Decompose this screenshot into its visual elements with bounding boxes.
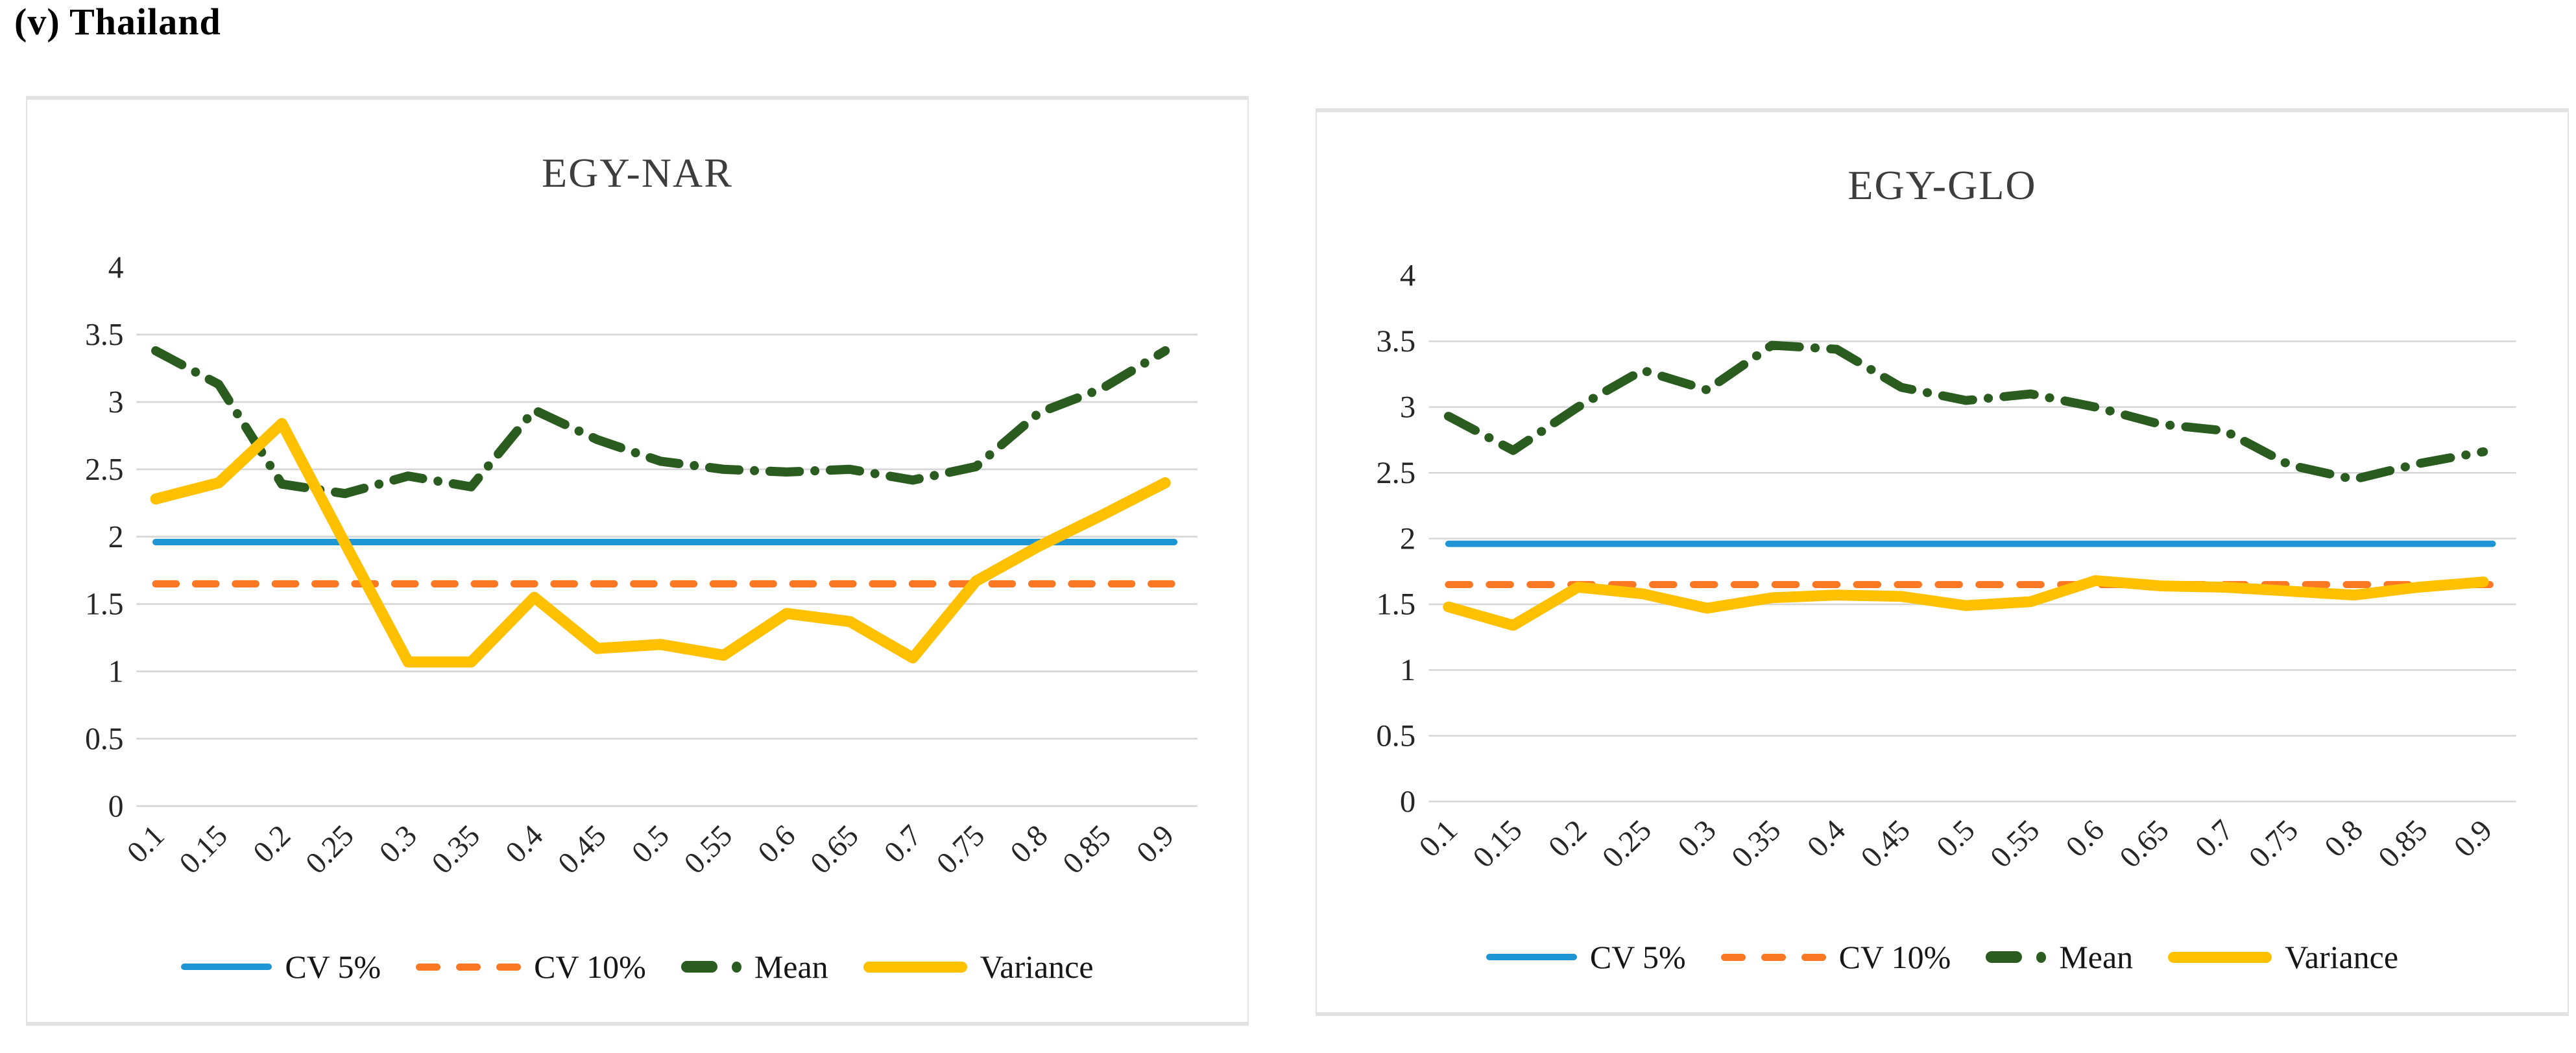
x-tick-label: 0.9	[1130, 818, 1181, 870]
x-tick-label: 0.15	[1466, 814, 1528, 874]
x-tick-label: 0.65	[2113, 814, 2175, 874]
y-tick-label: 3.5	[85, 318, 123, 352]
y-tick-label: 0	[1400, 785, 1415, 819]
cv10-line-swatch	[416, 963, 522, 971]
series-variance	[1443, 575, 2489, 631]
x-tick-label: 0.9	[2448, 814, 2499, 864]
legend-item-mean: Mean	[680, 948, 828, 986]
chart-panel-egy-nar: EGY-NAR 4 3.5 3 2.5 2 1.5 1 0.5 0 0.1 0.15 0.2 0.25 0…	[26, 96, 1249, 1026]
x-tick-label: 0.35	[426, 818, 487, 881]
legend-item-cv10: CV 10%	[416, 948, 646, 986]
x-tick-label: 0.55	[678, 818, 739, 881]
variance-line-swatch	[863, 961, 967, 973]
x-tick-label: 0.6	[752, 818, 802, 870]
x-tick-label: 0.25	[1596, 814, 1658, 874]
y-axis-labels: 4 3.5 3 2.5 2 1.5 1 0.5 0	[85, 250, 123, 824]
y-tick-label: 2	[1400, 522, 1415, 556]
x-tick-label: 0.45	[1855, 814, 1917, 874]
y-tick-label: 3	[108, 385, 124, 420]
x-tick-label: 0.15	[173, 818, 234, 881]
y-tick-label: 4	[1400, 259, 1415, 292]
x-tick-label: 0.7	[878, 818, 928, 870]
gridlines	[1428, 340, 2516, 803]
chart-panel-egy-glo: EGY-GLO 4 3.5 3 2.5 2 1.5 1 0.5 0 0.1 0.15 0.2 0.25 0…	[1316, 108, 2569, 1016]
chart-legend: CV 5% CV 10% Mean Variance	[1317, 938, 2568, 976]
x-tick-label: 0.5	[1930, 814, 1981, 864]
y-tick-label: 3.5	[1376, 325, 1415, 359]
x-tick-label: 0.4	[1801, 814, 1852, 864]
x-tick-label: 0.7	[2189, 814, 2240, 864]
legend-label: CV 10%	[534, 949, 646, 985]
x-tick-label: 0.35	[1725, 814, 1787, 874]
variance-line-swatch	[2168, 951, 2272, 963]
page-heading: (v) Thailand	[14, 1, 221, 43]
x-tick-label: 0.65	[804, 818, 865, 881]
y-tick-label: 2.5	[1376, 456, 1415, 490]
y-tick-label: 1.5	[85, 587, 123, 621]
x-tick-label: 0.1	[121, 818, 171, 870]
series-mean	[1443, 340, 2488, 484]
y-tick-label: 1	[108, 654, 124, 689]
x-tick-label: 0.1	[1413, 814, 1464, 864]
y-tick-label: 2.5	[85, 453, 123, 487]
x-tick-label: 0.75	[2243, 814, 2305, 874]
legend-item-variance: Variance	[863, 948, 1094, 986]
gridlines	[136, 333, 1198, 807]
y-tick-label: 0	[108, 789, 124, 823]
x-tick-label: 0.85	[1057, 818, 1118, 881]
y-tick-label: 2	[108, 519, 124, 554]
chart-title: EGY-GLO	[1848, 162, 2037, 208]
legend-item-cv5: CV 5%	[1486, 938, 1686, 976]
cv10-line-swatch	[1720, 953, 1826, 961]
mean-line-swatch	[1986, 951, 2047, 963]
legend-label: Variance	[2285, 939, 2399, 975]
mean-line-swatch	[680, 961, 741, 973]
y-tick-label: 1	[1400, 654, 1415, 687]
x-tick-label: 0.45	[551, 818, 612, 881]
x-tick-label: 0.6	[2060, 814, 2111, 864]
cv5-line-swatch	[181, 964, 272, 970]
line-chart-egy-nar: 43.532.521.510.500.1 0.15 0.2 0.25 0.3 0.35 0.…	[85, 250, 1198, 881]
y-tick-label: 4	[108, 250, 124, 285]
x-tick-label: 0.5	[625, 818, 676, 870]
x-tick-label: 0.55	[1984, 814, 2046, 874]
x-tick-label: 0.2	[247, 818, 298, 870]
legend-label: Mean	[754, 949, 828, 985]
series-variance	[150, 418, 1171, 668]
legend-item-mean: Mean	[1986, 938, 2133, 976]
legend-label: CV 5%	[1589, 939, 1686, 975]
x-tick-label: 0.85	[2372, 814, 2434, 874]
chart-legend: CV 5% CV 10% Mean Variance	[27, 948, 1247, 986]
x-tick-label: 0.2	[1542, 814, 1593, 864]
x-axis-labels: 0.1 0.15 0.2 0.25 0.3 0.35 0.4 0.45 0.5 0.55 0.6 0.…	[121, 818, 1181, 881]
y-axis-labels: 4 3.5 3 2.5 2 1.5 1 0.5 0	[1376, 259, 1415, 818]
cv5-line-swatch	[1486, 954, 1577, 960]
x-tick-label: 0.8	[2318, 814, 2369, 864]
legend-item-cv5: CV 5%	[181, 948, 381, 986]
y-tick-label: 3	[1400, 390, 1415, 424]
x-axis-labels: 0.1 0.15 0.2 0.25 0.3 0.35 0.4 0.45 0.5 0.55 0.6 0.…	[1413, 814, 2499, 874]
x-tick-label: 0.3	[373, 818, 424, 870]
legend-label: Mean	[2059, 939, 2134, 975]
legend-item-cv10: CV 10%	[1720, 938, 1951, 976]
x-tick-label: 0.25	[299, 818, 360, 881]
x-tick-label: 0.8	[1004, 818, 1055, 870]
x-tick-label: 0.3	[1671, 814, 1722, 864]
line-chart-egy-glo: 4 3.5 3 2.5 2 1.5 1 0.5 00.1 0.15 0.2 0.25 0.3 0.35 0.…	[1376, 259, 2516, 874]
legend-label: CV 5%	[285, 949, 381, 985]
x-tick-label: 0.75	[930, 818, 991, 881]
y-tick-label: 0.5	[85, 722, 123, 756]
chart-title: EGY-NAR	[542, 150, 733, 196]
x-tick-label: 0.4	[500, 818, 550, 870]
legend-item-variance: Variance	[2168, 938, 2398, 976]
legend-label: Variance	[980, 949, 1094, 985]
y-tick-label: 0.5	[1376, 719, 1415, 753]
series-mean	[151, 346, 1170, 499]
y-tick-label: 1.5	[1376, 587, 1415, 621]
legend-label: CV 10%	[1838, 939, 1951, 975]
